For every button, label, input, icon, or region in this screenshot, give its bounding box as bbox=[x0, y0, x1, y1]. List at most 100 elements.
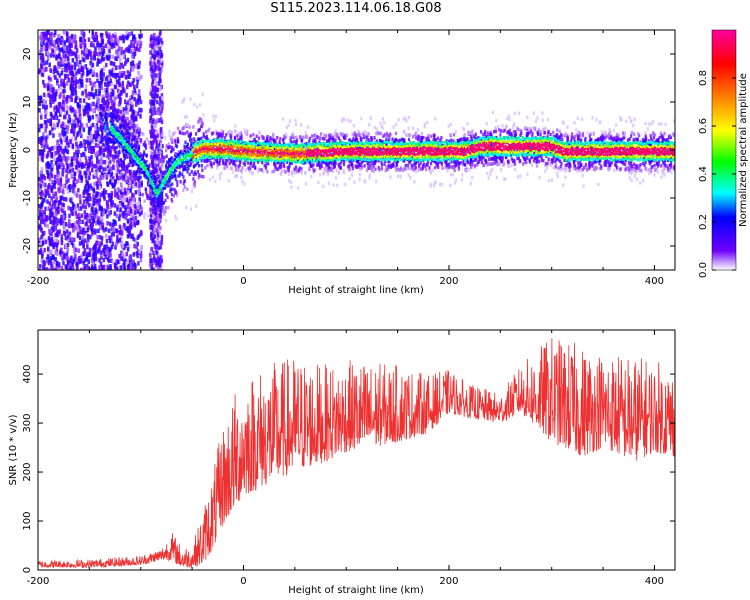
heat-cell bbox=[92, 43, 95, 48]
heat-cell bbox=[86, 198, 89, 204]
heat-cell bbox=[598, 161, 601, 166]
heat-cell bbox=[87, 102, 90, 108]
heat-cell bbox=[97, 106, 100, 112]
heat-cell bbox=[161, 154, 164, 160]
heat-cell bbox=[481, 156, 484, 161]
heat-cell bbox=[91, 230, 94, 235]
heat-cell bbox=[216, 163, 219, 167]
heat-cell bbox=[659, 131, 663, 136]
heat-cell bbox=[131, 179, 134, 185]
heat-cell bbox=[110, 193, 113, 199]
heat-cell bbox=[630, 178, 633, 183]
heat-cell bbox=[516, 175, 520, 179]
heat-cell bbox=[149, 118, 152, 124]
heat-cell bbox=[657, 159, 661, 164]
heat-cell bbox=[133, 243, 136, 249]
heat-cell bbox=[122, 197, 125, 203]
heat-cell bbox=[81, 40, 85, 45]
heat-cell bbox=[146, 182, 150, 186]
heat-cell bbox=[52, 220, 56, 225]
heat-cell bbox=[123, 187, 127, 193]
heat-cell bbox=[226, 158, 229, 163]
heat-cell bbox=[375, 179, 378, 184]
heat-cell bbox=[160, 240, 164, 246]
heat-cell bbox=[99, 164, 103, 170]
heat-cell bbox=[65, 137, 69, 142]
heat-cell bbox=[135, 245, 139, 250]
heat-cell bbox=[62, 207, 65, 213]
heat-cell bbox=[84, 155, 88, 161]
heat-cell bbox=[105, 106, 109, 112]
heat-cell bbox=[136, 111, 140, 117]
heat-cell bbox=[41, 241, 45, 246]
heat-cell bbox=[624, 131, 627, 135]
heat-cell bbox=[132, 43, 136, 49]
heat-cell bbox=[153, 227, 156, 232]
heat-cell bbox=[80, 202, 83, 208]
heat-cell bbox=[314, 137, 317, 142]
heat-cell bbox=[193, 102, 196, 107]
heat-cell bbox=[311, 167, 315, 171]
heat-cell bbox=[76, 117, 80, 123]
heat-cell bbox=[416, 159, 420, 164]
heat-cell bbox=[136, 129, 139, 134]
heat-cell bbox=[94, 253, 97, 258]
heat-cell bbox=[662, 133, 665, 137]
heat-cell bbox=[243, 128, 246, 133]
heat-cell bbox=[119, 234, 123, 240]
heat-cell bbox=[102, 94, 105, 98]
heat-cell bbox=[99, 124, 103, 130]
heat-cell bbox=[52, 152, 56, 158]
heat-cell bbox=[100, 118, 104, 124]
heat-cell bbox=[96, 127, 99, 132]
heat-cell bbox=[128, 222, 132, 228]
heat-cell bbox=[66, 105, 70, 110]
heat-cell bbox=[335, 131, 338, 136]
heat-cell bbox=[129, 106, 133, 112]
heat-cell bbox=[73, 221, 77, 226]
heat-cell bbox=[75, 71, 78, 76]
heat-cell bbox=[127, 100, 130, 105]
heat-cell bbox=[144, 212, 147, 216]
heat-cell bbox=[83, 215, 87, 220]
heat-cell bbox=[518, 128, 521, 132]
heat-cell bbox=[612, 168, 616, 173]
heat-cell bbox=[39, 183, 43, 189]
heat-cell bbox=[530, 163, 533, 167]
heat-cell bbox=[109, 41, 112, 46]
heat-cell bbox=[102, 111, 106, 117]
heat-cell bbox=[73, 61, 77, 67]
heat-cell bbox=[116, 266, 119, 270]
heat-cell bbox=[155, 228, 158, 233]
heat-cell bbox=[69, 197, 72, 203]
heat-cell bbox=[60, 214, 63, 220]
heat-cell bbox=[100, 68, 104, 73]
heat-cell bbox=[189, 207, 193, 211]
heat-cell bbox=[160, 58, 163, 63]
heat-cell bbox=[52, 133, 55, 138]
heat-cell bbox=[437, 165, 440, 169]
heat-cell bbox=[365, 168, 369, 173]
heat-cell bbox=[506, 164, 510, 168]
heat-cell bbox=[101, 76, 104, 82]
heat-cell bbox=[68, 38, 72, 43]
heat-cell bbox=[666, 166, 670, 171]
heat-cell bbox=[106, 45, 109, 50]
heat-cell bbox=[102, 167, 105, 172]
heat-cell bbox=[238, 158, 241, 163]
heat-cell bbox=[505, 155, 508, 160]
heat-cell bbox=[53, 267, 57, 270]
heat-cell bbox=[113, 84, 117, 90]
heat-cell bbox=[398, 167, 401, 172]
heat-cell bbox=[67, 263, 70, 269]
heat-cell bbox=[80, 49, 84, 55]
heat-cell bbox=[312, 140, 315, 145]
heat-cell bbox=[118, 100, 122, 105]
heat-cell bbox=[176, 180, 179, 184]
heat-cell bbox=[69, 256, 73, 262]
heat-cell bbox=[128, 244, 131, 249]
heat-cell bbox=[128, 255, 131, 261]
heat-cell bbox=[79, 195, 82, 200]
heat-cell bbox=[661, 140, 664, 145]
heat-cell bbox=[84, 89, 87, 94]
